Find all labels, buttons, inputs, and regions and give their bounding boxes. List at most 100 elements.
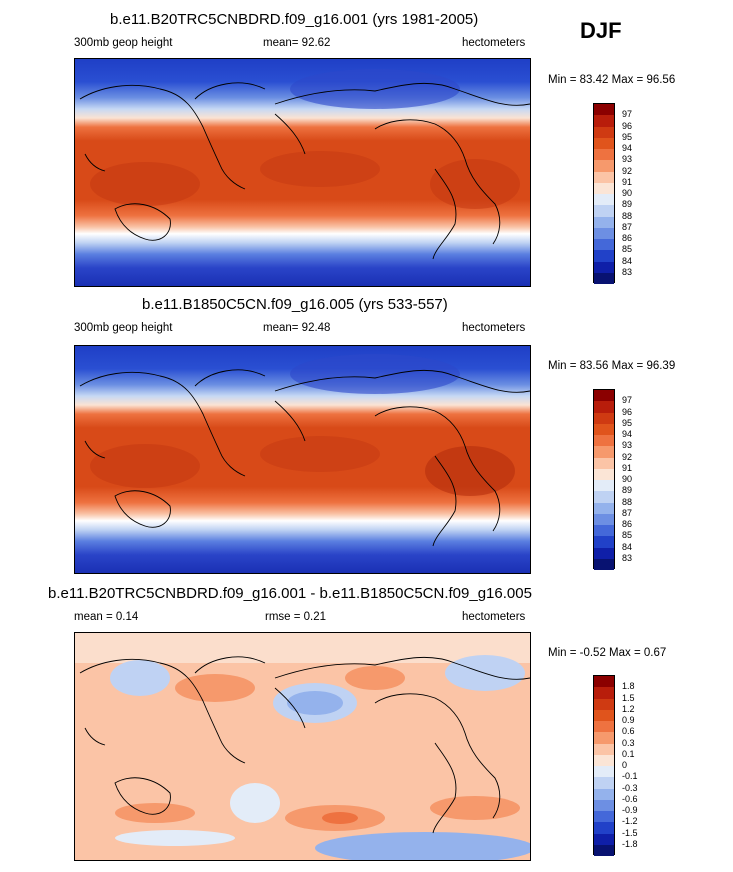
panel2-map — [74, 345, 531, 574]
colorbar-label: 84 — [622, 256, 633, 266]
colorbar-swatch — [594, 104, 614, 116]
panel2-title: b.e11.B1850C5CN.f09_g16.005 (yrs 533-557… — [142, 296, 448, 313]
colorbar-swatch — [594, 216, 614, 228]
panel3-units-label: hectometers — [462, 611, 526, 623]
colorbar-label: 86 — [622, 233, 633, 243]
colorbar-swatch — [594, 261, 614, 273]
colorbar-swatch — [594, 687, 614, 699]
colorbar-swatch — [594, 536, 614, 548]
colorbar-label: 87 — [622, 508, 633, 518]
colorbar-label: 83 — [622, 267, 633, 277]
panel3-title: b.e11.B20TRC5CNBDRD.f09_g16.001 - b.e11.… — [48, 585, 532, 602]
colorbar-label: 0.1 — [622, 749, 635, 759]
colorbar-label: 88 — [622, 497, 633, 507]
colorbar-label: 85 — [622, 530, 633, 540]
colorbar-label: 89 — [622, 485, 633, 495]
colorbar-label: 86 — [622, 519, 633, 529]
colorbar-swatch — [594, 194, 614, 206]
colorbar-label: 0.6 — [622, 726, 635, 736]
colorbar-swatch — [594, 480, 614, 492]
colorbar-label: 88 — [622, 211, 633, 221]
panel3-map — [74, 632, 531, 861]
colorbar-label: 0.3 — [622, 738, 635, 748]
colorbar-label: 97 — [622, 109, 633, 119]
colorbar-swatch — [594, 171, 614, 183]
colorbar-label: 0 — [622, 760, 628, 770]
colorbar-label: 96 — [622, 407, 633, 417]
panel3-rmse-label: rmse = 0.21 — [265, 611, 327, 623]
colorbar-swatch — [594, 272, 614, 284]
colorbar-swatch — [594, 149, 614, 161]
colorbar-label: 87 — [622, 222, 633, 232]
colorbar-swatch — [594, 182, 614, 194]
panel3-minmax-label: Min = -0.52 Max = 0.67 — [548, 647, 667, 659]
colorbar-label: 1.8 — [622, 681, 635, 691]
colorbar-swatch — [594, 239, 614, 251]
colorbar-label: 92 — [622, 452, 633, 462]
colorbar-label: 0.9 — [622, 715, 635, 725]
colorbar-swatch — [594, 491, 614, 503]
colorbar-swatch — [594, 435, 614, 447]
panel1-mean-label: mean= 92.62 — [263, 37, 331, 49]
colorbar-swatch — [594, 423, 614, 435]
colorbar-swatch — [594, 502, 614, 514]
colorbar-swatch — [594, 468, 614, 480]
colorbar-label: 93 — [622, 440, 633, 450]
colorbar-label: -0.1 — [622, 771, 638, 781]
colorbar-label: -1.8 — [622, 839, 638, 849]
colorbar-swatch — [594, 709, 614, 721]
colorbar-swatch — [594, 676, 614, 688]
colorbar-label: 91 — [622, 177, 633, 187]
panel2-mean-label: mean= 92.48 — [263, 322, 331, 334]
panel2-units-label: hectometers — [462, 322, 526, 334]
colorbar-label: -0.6 — [622, 794, 638, 804]
colorbar-label: 93 — [622, 154, 633, 164]
colorbar-swatch — [594, 205, 614, 217]
colorbar-label: 90 — [622, 474, 633, 484]
colorbar-label: 92 — [622, 166, 633, 176]
colorbar-swatch — [594, 777, 614, 789]
panel1-variable-label: 300mb geop height — [74, 37, 173, 49]
panel3-mean-label: mean = 0.14 — [74, 611, 139, 623]
colorbar-swatch — [594, 788, 614, 800]
colorbar-label: 84 — [622, 542, 633, 552]
panel3-map-plot — [75, 633, 530, 860]
panel3-colorbar — [593, 675, 615, 856]
colorbar-swatch — [594, 513, 614, 525]
colorbar-swatch — [594, 743, 614, 755]
panel1-minmax-label: Min = 83.42 Max = 96.56 — [548, 74, 676, 86]
colorbar-swatch — [594, 525, 614, 537]
colorbar-swatch — [594, 401, 614, 413]
season-label: DJF — [580, 18, 622, 43]
colorbar-swatch — [594, 732, 614, 744]
colorbar-label: 95 — [622, 418, 633, 428]
colorbar-swatch — [594, 811, 614, 823]
colorbar-label: 95 — [622, 132, 633, 142]
colorbar-swatch — [594, 412, 614, 424]
colorbar-label: 94 — [622, 143, 633, 153]
colorbar-label: 90 — [622, 188, 633, 198]
colorbar-swatch — [594, 227, 614, 239]
colorbar-swatch — [594, 137, 614, 149]
colorbar-label: -0.9 — [622, 805, 638, 815]
panel1-map — [74, 58, 531, 287]
colorbar-swatch — [594, 250, 614, 262]
colorbar-swatch — [594, 754, 614, 766]
colorbar-label: 89 — [622, 199, 633, 209]
panel1-map-plot — [75, 59, 530, 286]
colorbar-swatch — [594, 126, 614, 138]
colorbar-swatch — [594, 721, 614, 733]
colorbar-label: 97 — [622, 395, 633, 405]
colorbar-swatch — [594, 160, 614, 172]
colorbar-label: -1.5 — [622, 828, 638, 838]
colorbar-swatch — [594, 698, 614, 710]
colorbar-swatch — [594, 833, 614, 845]
colorbar-swatch — [594, 558, 614, 570]
colorbar-swatch — [594, 799, 614, 811]
colorbar-swatch — [594, 390, 614, 402]
panel2-variable-label: 300mb geop height — [74, 322, 173, 334]
panel1-colorbar — [593, 103, 615, 284]
colorbar-label: 94 — [622, 429, 633, 439]
colorbar-swatch — [594, 446, 614, 458]
colorbar-swatch — [594, 822, 614, 834]
